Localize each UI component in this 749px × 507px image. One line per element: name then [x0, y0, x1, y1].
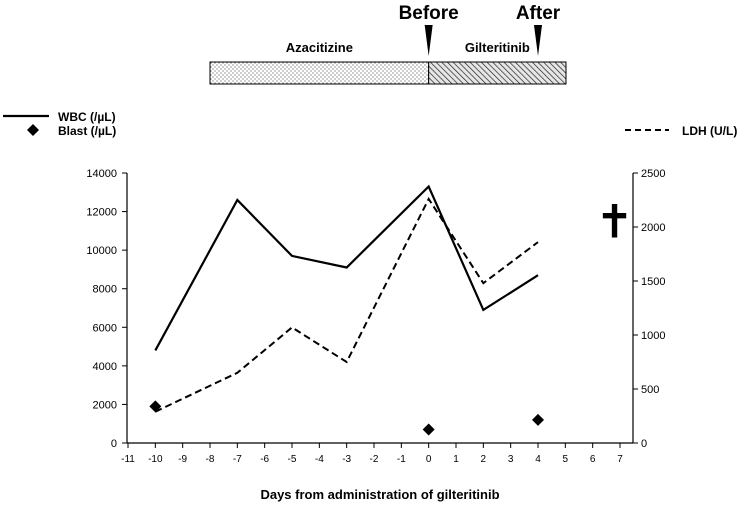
legend-blast-swatch [27, 124, 39, 136]
timepoint-markers: Before After [399, 3, 561, 56]
y-left-tick-label: 12000 [86, 207, 117, 219]
x-tick-label: 7 [617, 454, 623, 465]
legend-ldh-label: LDH (U/L) [682, 124, 737, 138]
blast-point [149, 400, 162, 413]
x-axis-title: Days from administration of gilteritinib [260, 487, 499, 502]
y-right-tick-label: 1000 [641, 330, 665, 342]
legend-wbc-label: WBC (/µL) [58, 110, 116, 124]
marker-before-arrow [424, 25, 433, 56]
x-tick-label: -3 [342, 454, 351, 465]
x-tick-label: -2 [370, 454, 379, 465]
y-right-tick-label: 0 [641, 438, 647, 450]
y-left-ticks: 0 2000 4000 6000 8000 10000 12000 14000 [86, 168, 127, 450]
axes: -11 -10 -9 -8 -7 -6 -5 -4 -3 -2 -1 0 1 2 3 4 5 6 7 0200040… [86, 168, 665, 502]
x-tick-label: -8 [206, 454, 215, 465]
x-tick-label: 1 [453, 454, 459, 465]
y-left-tick-label: 4000 [93, 361, 117, 373]
blast-point [532, 413, 544, 426]
treatment-gilteritinib-bar [428, 61, 567, 85]
series-ldh-line [154, 196, 539, 413]
death-cross-icon: ✝ [595, 195, 634, 249]
x-tick-label: -1 [397, 454, 406, 465]
y-right-tick-label: 2000 [641, 222, 665, 234]
x-tick-label: 3 [508, 454, 514, 465]
x-tick-label: 2 [481, 454, 487, 465]
x-tick-label: -6 [260, 454, 269, 465]
blast-point [422, 423, 435, 436]
y-right-tick-label: 500 [641, 384, 659, 396]
series-blast-points [149, 400, 544, 436]
x-tick-label: -10 [148, 454, 163, 465]
y-right-tick-label: 2500 [641, 168, 665, 180]
treatment-bar: Azacitizine Gilteritinib [209, 40, 567, 85]
treatment-azacitizine-bar [209, 61, 430, 85]
x-tick-label: 6 [590, 454, 596, 465]
y-left-tick-label: 6000 [93, 322, 117, 334]
y-left-tick-label: 14000 [86, 168, 117, 180]
marker-after-label: After [516, 3, 561, 24]
x-tick-label: -4 [315, 454, 324, 465]
legend: WBC (/µL) Blast (/µL) LDH (U/L) [3, 110, 737, 138]
x-tick-label: 0 [426, 454, 432, 465]
series-wbc-line [154, 184, 539, 351]
x-tick-label: 4 [535, 454, 541, 465]
x-tick-label: -7 [233, 454, 242, 465]
plot-series [149, 184, 544, 436]
y-left-tick-label: 10000 [86, 245, 117, 257]
y-left-tick-label: 2000 [93, 399, 117, 411]
marker-before-label: Before [399, 3, 459, 24]
y-right-ticks: 0 500 1000 1500 2000 2500 [633, 168, 665, 450]
x-tick-label: -9 [178, 454, 187, 465]
legend-blast-label: Blast (/µL) [58, 124, 116, 138]
x-tick-label: -11 [121, 454, 135, 465]
y-right-tick-label: 1500 [641, 276, 665, 288]
treatment-gilteritinib-label: Gilteritinib [465, 40, 530, 55]
x-tick-label: -5 [288, 454, 297, 465]
y-left-tick-label: 0 [111, 438, 117, 450]
x-tick-label: 5 [563, 454, 569, 465]
y-left-tick-label: 8000 [93, 284, 117, 296]
treatment-azacitizine-label: Azacitizine [286, 40, 353, 55]
x-ticks: -11 -10 -9 -8 -7 -6 -5 -4 -3 -2 -1 0 1 2 3 4 5 6 7 [121, 443, 623, 465]
marker-after-arrow [534, 25, 542, 56]
